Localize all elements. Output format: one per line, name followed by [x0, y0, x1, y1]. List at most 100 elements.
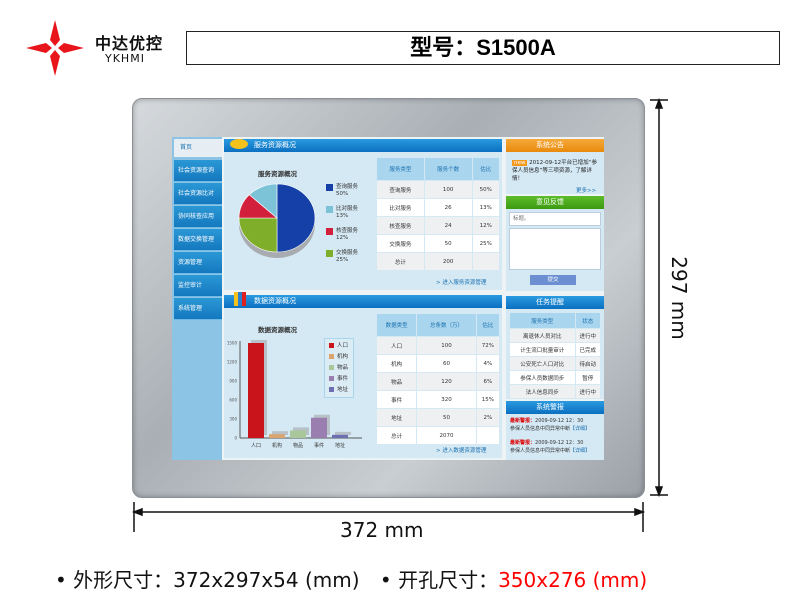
- notice-panel: new 2012-09-12平台已增加“参保人员信息”等三项资源，了解详情！ 更…: [506, 152, 604, 194]
- legend-percent: 13%: [336, 213, 349, 219]
- table-cell: 26: [423, 198, 473, 217]
- alert-text: 参保人员信息中同异常中断: [510, 448, 571, 454]
- pie-legend-item: 交换服务 25%: [326, 250, 358, 264]
- table-row[interactable]: 离退休人员对比 进行中: [509, 328, 601, 343]
- service-table: 服务类型 服务个数 估比 查询服务 100 50% 比对服务 26 13% 核查服务 24 12% 交换…: [376, 157, 501, 271]
- table-row[interactable]: 人口 100 72%: [375, 336, 501, 355]
- table-row[interactable]: 总计 200: [376, 252, 501, 271]
- table-cell: 12%: [471, 216, 501, 235]
- table-cell: 计生流口批量审计: [509, 342, 576, 357]
- alert-line: 最新警报：2009-09-12 12：30: [510, 417, 602, 425]
- feedback-content-textarea[interactable]: [509, 228, 601, 270]
- model-title: 型号：S1500A: [186, 31, 780, 65]
- table-row[interactable]: 机构 60 4%: [375, 354, 501, 373]
- table-cell: 200: [423, 252, 473, 271]
- alert-item[interactable]: 最新警报：2009-09-12 12：30 参保人员信息中同异常中断【详细】: [510, 417, 602, 433]
- service-manage-link[interactable]: > 进入服务资源管理: [436, 280, 487, 286]
- alert-detail-link[interactable]: 【详细】: [570, 448, 591, 454]
- table-row[interactable]: 法人信息同步 进行中: [509, 384, 601, 399]
- column-header: 总条数（万）: [416, 313, 477, 337]
- legend-label: 比对服务 13%: [336, 206, 358, 220]
- table-cell: 总计: [376, 252, 425, 271]
- table-row[interactable]: 比对服务 26 13%: [376, 198, 501, 217]
- legend-swatch: [326, 228, 333, 235]
- sidebar-item[interactable]: 监控审计: [174, 275, 222, 297]
- feedback-title-input[interactable]: [509, 212, 601, 226]
- table-row[interactable]: 事件 320 15%: [375, 390, 501, 409]
- bar-shadow: [335, 431, 351, 435]
- pie-legend-item: 比对服务 13%: [326, 206, 358, 220]
- sidebar-item[interactable]: 资源管理: [174, 252, 222, 274]
- x-tick-label: 机构: [272, 442, 282, 449]
- pie-legend-item: 查询服务 50%: [326, 184, 358, 198]
- bar-地址: [332, 434, 348, 438]
- table-cell: 15%: [475, 390, 501, 409]
- table-cell: 核查服务: [376, 216, 425, 235]
- feedback-header: 意见反馈: [506, 196, 604, 209]
- table-cell: 已完成: [574, 342, 601, 357]
- alert-line: 最新警报：2009-09-12 12：30: [510, 439, 602, 447]
- column-header: 状态: [574, 312, 601, 329]
- tasks-panel: 服务类型 状态 离退休人员对比 进行中 计生流口批量审计 已完成 公安死亡人口对比 待启动 参保…: [506, 309, 604, 399]
- sidebar-item[interactable]: 数据交换管理: [174, 229, 222, 251]
- table-row[interactable]: 计生流口批量审计 已完成: [509, 342, 601, 357]
- column-header: 估比: [471, 157, 501, 181]
- table-cell: 25%: [471, 234, 501, 253]
- bar-shadow: [272, 431, 288, 435]
- notice-text[interactable]: new 2012-09-12平台已增加“参保人员信息”等三项资源，了解详情！: [512, 159, 598, 183]
- sidebar-item[interactable]: 社会资源查询: [174, 160, 222, 182]
- x-tick-label: 物品: [293, 442, 303, 449]
- column-header: 数据类型: [375, 313, 418, 337]
- submit-button[interactable]: 提交: [530, 275, 576, 285]
- sidebar-item[interactable]: 系统管理: [174, 298, 222, 320]
- table-cell: 人口: [375, 336, 418, 355]
- table-row[interactable]: 地址 50 2%: [375, 408, 501, 427]
- table-row[interactable]: 物品 120 6%: [375, 372, 501, 391]
- data-manage-link[interactable]: > 进入数据资源管理: [436, 448, 487, 454]
- screen: 首页 社会资源查询 社会资源比对 协同核查应用 数据交换管理 资源管理 监控审计 系统管理 …: [172, 137, 604, 460]
- bullet: •: [55, 568, 74, 592]
- alert-detail-link[interactable]: 【详细】: [570, 426, 591, 432]
- sidebar-item-home[interactable]: 首页: [174, 139, 222, 157]
- table-cell: [471, 252, 501, 271]
- bar-物品: [290, 430, 306, 438]
- legend-swatch: [329, 343, 334, 348]
- table-cell: 24: [423, 216, 473, 235]
- table-row[interactable]: 核查服务 24 12%: [376, 216, 501, 235]
- legend-name: 交换服务: [336, 250, 359, 256]
- alerts-header: 系统警报: [506, 401, 604, 414]
- y-tick-label: 600: [229, 398, 237, 403]
- new-badge: new: [512, 160, 528, 166]
- pie-chart-title: 服务资源概况: [258, 170, 297, 178]
- y-tick-label: 1500: [227, 341, 238, 346]
- table-row[interactable]: 查询服务 100 50%: [376, 180, 501, 199]
- more-link[interactable]: 更多>>: [576, 188, 597, 194]
- service-panel-header: 服务资源概况: [224, 139, 502, 152]
- table-row[interactable]: 交换服务 50 25%: [376, 234, 501, 253]
- table-cell: 100: [416, 336, 477, 355]
- cutout-size-value: 350x276 (mm): [498, 568, 648, 592]
- legend-percent: 12%: [336, 235, 349, 241]
- alert-item[interactable]: 最新警报：2009-09-12 12：30 参保人员信息中同异常中断【详细】: [510, 439, 602, 455]
- table-row[interactable]: 总计 2070: [375, 426, 501, 445]
- x-tick-label: 人口: [251, 443, 261, 449]
- table-cell: 60: [416, 354, 477, 373]
- legend-percent: 25%: [336, 257, 349, 263]
- table-cell: 待启动: [574, 356, 601, 371]
- legend-label: 交换服务 25%: [336, 250, 358, 264]
- legend-label: 机构: [337, 354, 349, 360]
- sidebar-item[interactable]: 社会资源比对: [174, 183, 222, 205]
- table-cell: 120: [416, 372, 477, 391]
- service-panel: 服务资源概况 查询服务 50% 比对服务 13% 核查服务 12% 交换服务 25% 服务类型…: [224, 152, 502, 290]
- table-row[interactable]: 公安死亡人口对比 待启动: [509, 356, 601, 371]
- alert-text: 参保人员信息中同异常中断: [510, 426, 571, 432]
- sidebar-item[interactable]: 协同核查应用: [174, 206, 222, 228]
- bar-legend-item: 机构: [329, 354, 348, 361]
- bullet: •: [379, 568, 399, 592]
- brand-name-en: YKHMI: [105, 52, 145, 65]
- notice-header-title: 系统公告: [536, 141, 564, 149]
- table-row[interactable]: 参保人员数据同步 暂停: [509, 370, 601, 385]
- pie-slice-查询服务: [276, 183, 316, 253]
- sidebar: 首页 社会资源查询 社会资源比对 协同核查应用 数据交换管理 资源管理 监控审计 系统管理: [172, 137, 222, 460]
- legend-swatch: [329, 376, 334, 381]
